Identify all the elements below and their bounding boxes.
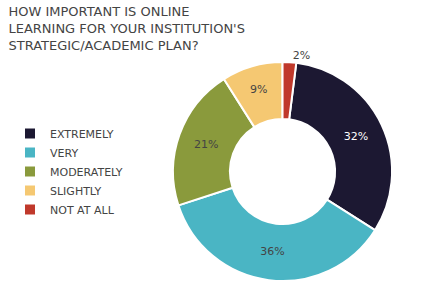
svg-text:NOT AT ALL: NOT AT ALL xyxy=(50,204,115,217)
svg-text:9%: 9% xyxy=(250,83,267,96)
svg-text:32%: 32% xyxy=(344,130,368,143)
svg-text:VERY: VERY xyxy=(50,147,78,160)
svg-text:36%: 36% xyxy=(260,245,284,258)
svg-text:HOW IMPORTANT IS ONLINELEARNIN: HOW IMPORTANT IS ONLINELEARNING FOR YOUR… xyxy=(8,4,245,53)
svg-text:2%: 2% xyxy=(293,49,310,62)
svg-text:SLIGHTLY: SLIGHTLY xyxy=(50,185,102,198)
svg-text:MODERATELY: MODERATELY xyxy=(50,166,123,179)
svg-text:21%: 21% xyxy=(194,138,218,151)
svg-text:EXTREMELY: EXTREMELY xyxy=(50,128,114,141)
